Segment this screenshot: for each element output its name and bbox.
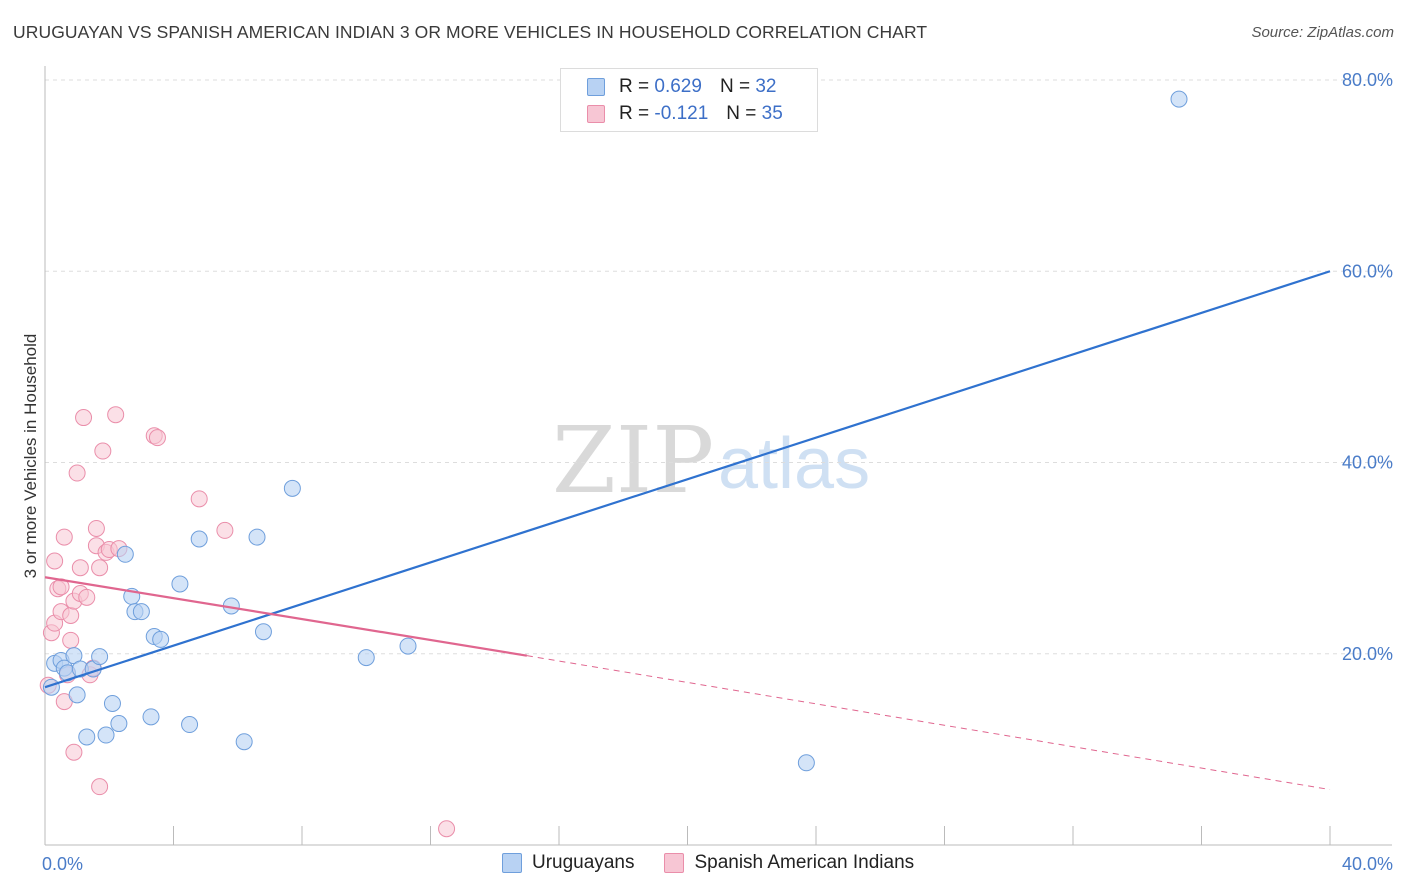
legend-label-spanish-american-indians: Spanish American Indians (694, 852, 915, 873)
spanish-american-indian-point (91, 778, 109, 796)
legend-n-label: N = (719, 76, 751, 97)
gridlines (45, 79, 1392, 655)
spanish-american-indian-point (438, 820, 456, 838)
spanish-american-indian-point (87, 519, 105, 537)
legend-n-value: 35 (761, 103, 783, 124)
legend-item-spanish-american-indians[interactable]: Spanish American Indians (664, 852, 914, 874)
spanish-american-indian-point (65, 743, 83, 761)
uruguayan-point (116, 545, 134, 563)
uruguayan-point (91, 648, 109, 666)
legend-row-spanish-american-indians: R = -0.121 N = 35 (587, 101, 783, 127)
uruguayan-point (171, 575, 189, 593)
legend-r-label: R = (619, 76, 650, 97)
uruguayan-point (797, 754, 815, 772)
spanish-american-indian-point (148, 429, 166, 447)
chart-title: URUGUAYAN VS SPANISH AMERICAN INDIAN 3 O… (13, 22, 928, 42)
legend-n-label: N = (726, 103, 757, 124)
y-tick-label: 40.0% (1342, 453, 1393, 473)
uruguayan-point (78, 728, 96, 746)
y-axis-title: 3 or more Vehicles in Household (21, 334, 40, 579)
trend-lines (44, 270, 1331, 791)
uruguayan-point (1170, 90, 1188, 108)
spanish-american-indians-trend-line (44, 576, 528, 657)
series-legend: Uruguayans Spanish American Indians (502, 852, 944, 874)
stats-legend: R = 0.629 N = 32 R = -0.121 N = 35 (560, 68, 818, 132)
spanish-american-indian-point (71, 559, 89, 577)
legend-swatch-pink (587, 105, 605, 123)
uruguayan-point (68, 686, 86, 704)
y-tick-label: 20.0% (1342, 644, 1393, 664)
spanish-american-indians-trend-extension (526, 655, 1331, 791)
y-tick-label: 80.0% (1342, 70, 1393, 90)
spanish-american-indian-point (78, 588, 96, 606)
spanish-american-indian-point (94, 442, 112, 460)
uruguayan-point (235, 733, 253, 751)
uruguayan-point (357, 649, 375, 667)
uruguayans-points (42, 90, 1188, 772)
spanish-american-indian-point (91, 559, 109, 577)
spanish-american-indian-point (46, 552, 64, 570)
legend-r-value: -0.121 (654, 103, 709, 124)
y-tick-label: 60.0% (1342, 261, 1393, 281)
spanish-american-indian-point (75, 409, 93, 427)
uruguayans-trend-line (44, 270, 1331, 689)
x-tick-label: 0.0% (42, 854, 83, 874)
uruguayan-point (248, 528, 266, 546)
uruguayan-point (132, 603, 150, 621)
uruguayan-point (190, 530, 208, 548)
uruguayan-point (97, 726, 115, 744)
spanish-american-indian-point (190, 490, 208, 508)
spanish-american-indian-point (68, 464, 86, 482)
source-label: Source: ZipAtlas.com (1251, 24, 1394, 41)
uruguayan-point (142, 708, 160, 726)
uruguayan-point (152, 630, 170, 648)
legend-swatch-pink (664, 853, 685, 873)
spanish-american-indian-point (216, 521, 234, 539)
uruguayan-point (110, 715, 128, 733)
uruguayan-point (103, 694, 121, 712)
x-tick-label: 40.0% (1342, 854, 1393, 874)
legend-r-label: R = (619, 103, 650, 124)
spanish-american-indian-point (62, 607, 80, 624)
uruguayan-point (254, 623, 272, 641)
legend-n-value: 32 (755, 76, 777, 97)
legend-swatch-blue (587, 78, 605, 96)
tick-labels: 20.0% 40.0% 60.0% 80.0% 0.0% 40.0% (42, 70, 1393, 874)
axes (44, 66, 1392, 846)
spanish-american-indian-point (55, 528, 73, 546)
watermark: ZIP atlas (552, 407, 870, 514)
uruguayan-point (399, 637, 417, 655)
spanish-american-indian-point (62, 631, 80, 649)
legend-label-uruguayans: Uruguayans (532, 852, 635, 873)
uruguayan-point (283, 479, 301, 497)
spanish-american-indian-point (107, 406, 125, 424)
legend-row-uruguayans: R = 0.629 N = 32 (587, 74, 776, 100)
legend-swatch-blue (502, 853, 522, 873)
legend-r-value: 0.629 (654, 76, 702, 97)
watermark-atlas: atlas (718, 424, 870, 504)
legend-item-uruguayans[interactable]: Uruguayans (502, 852, 634, 874)
uruguayan-point (181, 716, 199, 734)
